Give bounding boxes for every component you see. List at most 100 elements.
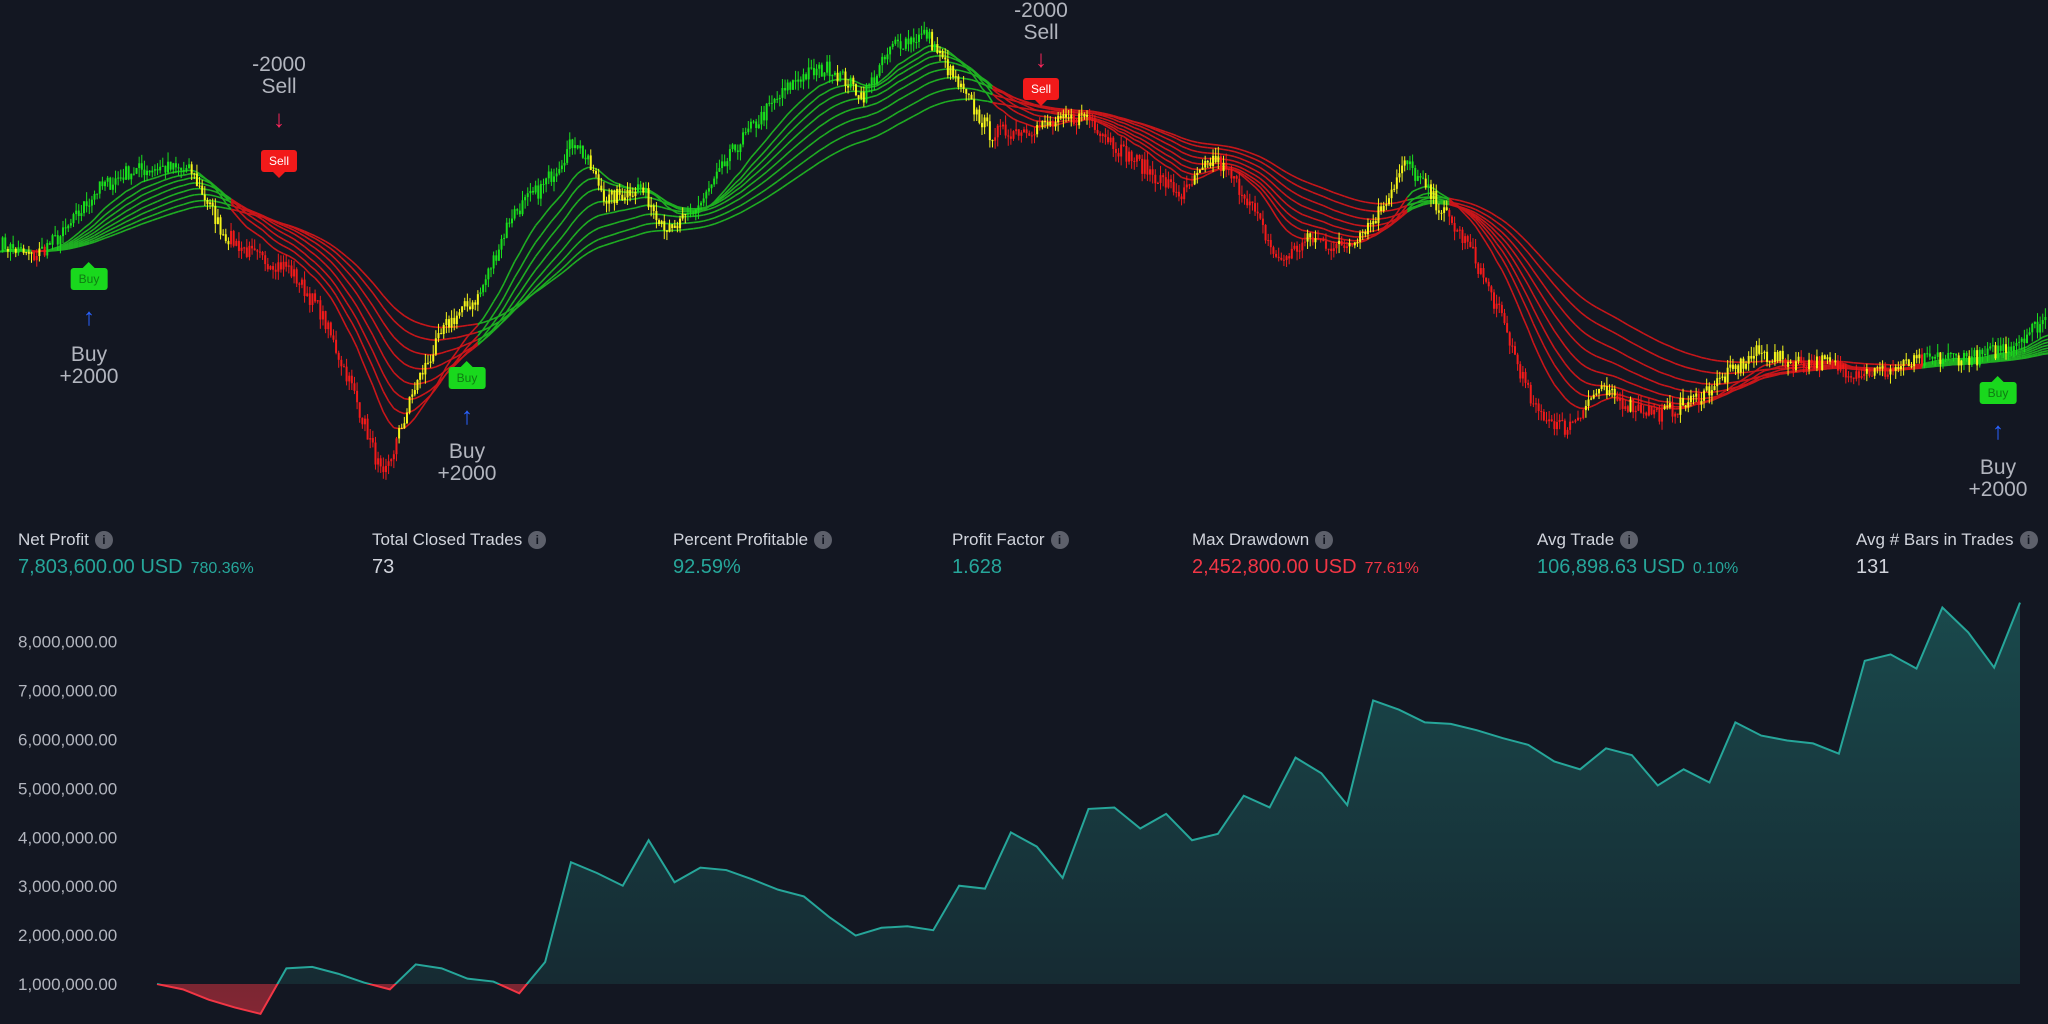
ma-ribbon-segment — [823, 119, 831, 124]
candle-body — [526, 193, 529, 198]
ma-ribbon-segment — [1522, 316, 1529, 330]
ma-ribbon-segment — [1118, 120, 1125, 124]
candle-body — [230, 230, 233, 245]
ma-ribbon-segment — [393, 320, 400, 327]
info-icon[interactable]: i — [528, 531, 547, 549]
ma-ribbon-segment — [1553, 314, 1561, 323]
ma-ribbon-segment — [913, 78, 920, 83]
ma-ribbon-segment — [162, 178, 169, 182]
ma-ribbon-segment — [698, 226, 704, 229]
ma-ribbon-segment — [918, 66, 925, 71]
ma-ribbon-segment — [834, 124, 841, 129]
ma-ribbon-segment — [1170, 161, 1177, 168]
ma-ribbon-segment — [1537, 334, 1545, 347]
equity-chart[interactable]: 1,000,000.002,000,000.003,000,000.004,00… — [0, 600, 2048, 1024]
candle-body — [1758, 345, 1761, 354]
sell-signal-badge[interactable]: Sell — [1022, 78, 1060, 106]
ma-ribbon-segment — [115, 223, 122, 228]
ma-ribbon-segment — [1569, 385, 1576, 392]
ma-ribbon-segment — [183, 182, 190, 187]
candle-body — [1293, 245, 1296, 249]
ma-ribbon-segment — [802, 93, 810, 100]
candle-body — [671, 224, 674, 229]
candle-body — [1689, 395, 1692, 403]
candle-body — [1899, 366, 1902, 370]
ma-ribbon-segment — [451, 355, 458, 360]
info-icon[interactable]: i — [94, 531, 113, 549]
candle-body — [211, 202, 214, 207]
ma-ribbon-segment — [587, 230, 594, 236]
buy-signal-badge[interactable]: Buy — [448, 361, 486, 389]
ma-ribbon-segment — [635, 225, 641, 229]
ma-ribbon-segment — [230, 208, 237, 212]
ma-ribbon-segment — [414, 367, 421, 370]
ma-ribbon-segment — [209, 185, 216, 190]
ma-ribbon-segment — [1186, 160, 1193, 164]
ma-ribbon-segment — [802, 124, 810, 130]
ma-ribbon-segment — [283, 245, 290, 250]
candle-body — [794, 80, 797, 82]
ma-ribbon-segment — [1469, 211, 1476, 216]
info-icon[interactable]: i — [1315, 531, 1334, 549]
candle-body — [1078, 113, 1081, 126]
ma-ribbon-segment — [1259, 161, 1266, 166]
ma-ribbon-segment — [540, 281, 547, 288]
ma-ribbon-segment — [1480, 227, 1487, 236]
candle-body — [1374, 221, 1377, 224]
candle-body — [1277, 256, 1280, 258]
info-icon[interactable]: i — [2019, 531, 2038, 549]
candle-body — [1464, 236, 1467, 244]
ma-ribbon-segment — [319, 251, 327, 258]
candle-body — [563, 162, 566, 166]
candle-body — [647, 188, 650, 208]
ma-ribbon-segment — [703, 224, 710, 228]
ma-ribbon-segment — [1023, 122, 1030, 126]
stat-value-text: 7,803,600.00 USD — [18, 556, 183, 578]
sell-signal-badge[interactable]: Sell — [260, 150, 298, 178]
ma-ribbon-segment — [220, 193, 227, 198]
ma-ribbon-segment — [603, 180, 610, 185]
candle-body — [1036, 124, 1039, 135]
price-chart[interactable] — [0, 0, 2048, 515]
ma-ribbon-segment — [797, 172, 804, 178]
candle-body — [1256, 211, 1259, 214]
candle-body — [1789, 361, 1792, 363]
buy-signal-badge[interactable]: Buy — [70, 262, 108, 290]
candle-body — [1794, 361, 1797, 371]
ma-ribbon-segment — [1123, 132, 1130, 137]
ma-ribbon-segment — [1574, 374, 1582, 381]
ma-ribbon-segment — [162, 214, 169, 218]
ma-ribbon-segment — [2026, 355, 2033, 359]
ma-ribbon-segment — [866, 104, 872, 108]
candle-body — [1330, 248, 1333, 252]
ma-ribbon-segment — [902, 105, 909, 111]
ma-ribbon-segment — [1501, 257, 1508, 268]
ma-ribbon-segment — [986, 81, 993, 87]
buy-signal-badge[interactable]: Buy — [1979, 376, 2017, 404]
ma-ribbon-segment — [1133, 135, 1140, 139]
candle-body — [174, 163, 177, 168]
candle-body — [1724, 376, 1727, 383]
info-icon[interactable]: i — [1050, 531, 1069, 549]
ma-ribbon-segment — [183, 201, 190, 206]
ma-ribbon-segment — [540, 211, 547, 220]
info-icon[interactable]: i — [814, 531, 833, 549]
ma-ribbon-segment — [141, 192, 148, 197]
ma-ribbon-segment — [351, 286, 358, 295]
ma-ribbon-segment — [713, 215, 720, 219]
ma-ribbon-segment — [1396, 215, 1403, 222]
ma-ribbon-segment — [693, 221, 699, 224]
candle-body — [62, 227, 65, 237]
ma-ribbon-segment — [340, 304, 348, 315]
ma-ribbon-segment — [603, 174, 610, 180]
candle-body — [1766, 351, 1769, 362]
ma-ribbon-segment — [377, 288, 384, 297]
candle-body — [201, 185, 204, 195]
ma-ribbon-segment — [173, 185, 179, 190]
ma-ribbon-segment — [598, 169, 605, 176]
ma-ribbon-segment — [83, 237, 90, 242]
ma-ribbon-segment — [719, 212, 725, 217]
candle-body — [994, 137, 997, 141]
ma-ribbon-segment — [167, 206, 174, 211]
info-icon[interactable]: i — [1620, 531, 1639, 549]
